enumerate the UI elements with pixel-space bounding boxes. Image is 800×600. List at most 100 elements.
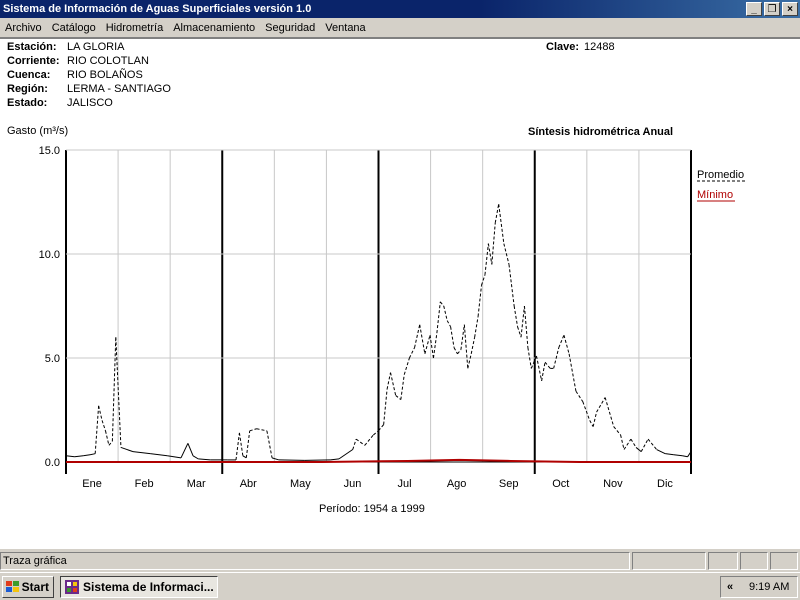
series-promedio-segment xyxy=(408,347,416,359)
series-promedio-segment xyxy=(266,430,273,458)
series-promedio-segment xyxy=(378,424,385,432)
y-tick-label: 5.0 xyxy=(45,353,60,365)
series-promedio-segment xyxy=(484,243,489,275)
series-promedio-segment xyxy=(457,349,462,355)
series-promedio-segment xyxy=(553,347,560,369)
menu-hidrometria[interactable]: Hidrometría xyxy=(105,22,164,34)
app-icon xyxy=(65,580,79,594)
series-promedio-segment xyxy=(432,332,438,359)
start-button[interactable]: Start xyxy=(2,576,54,598)
series-promedio-segment xyxy=(582,401,591,421)
x-tick-label: Sep xyxy=(499,478,519,490)
taskbar-app-button[interactable]: Sistema de Informaci... xyxy=(60,576,218,598)
start-label: Start xyxy=(21,580,49,594)
status-panel-2 xyxy=(632,552,706,570)
series-promedio-segment xyxy=(111,337,117,442)
series-promedio-segment xyxy=(443,305,448,321)
series-promedio-segment xyxy=(558,334,565,348)
chart-ylabel: Gasto (m³/s) xyxy=(7,125,69,137)
series-promedio-segment xyxy=(238,432,244,456)
series-promedio-segment xyxy=(400,374,405,400)
status-text: Traza gráfica xyxy=(0,552,630,570)
series-promedio-segment xyxy=(192,455,199,460)
legend-entry: Mínimo xyxy=(697,189,733,201)
series-promedio-segment xyxy=(517,326,522,338)
series-promedio-segment xyxy=(386,372,392,390)
series-minimo-line xyxy=(66,458,691,463)
series-promedio-segment xyxy=(242,455,247,459)
series-promedio-segment xyxy=(352,438,357,450)
series-promedio-segment xyxy=(120,446,134,453)
series-promedio-segment xyxy=(98,405,103,421)
series-promedio-segment xyxy=(523,305,529,348)
series-promedio-segment xyxy=(167,455,182,459)
cuenca-label: Cuenca: xyxy=(7,69,51,81)
series-promedio-segment xyxy=(105,430,110,446)
status-bar: Traza gráfica xyxy=(0,548,800,572)
series-promedio-segment xyxy=(513,305,519,327)
series-promedio-segment xyxy=(520,305,525,338)
menu-bar: Archivo Catálogo Hidrometría Almacenamie… xyxy=(0,18,800,38)
series-promedio-segment xyxy=(424,334,431,354)
series-promedio-segment xyxy=(487,243,493,265)
taskbar-app-label: Sistema de Informaci... xyxy=(83,580,214,594)
chart-title: Síntesis hidrométrica Anual xyxy=(528,126,674,138)
series-promedio-segment xyxy=(383,389,388,425)
series-promedio-segment xyxy=(541,362,546,381)
menu-ventana[interactable]: Ventana xyxy=(325,22,366,34)
window-title: Sistema de Información de Aguas Superfic… xyxy=(3,3,312,15)
minimize-button[interactable]: _ xyxy=(746,2,762,16)
main-content: Estación: LA GLORIA Corriente: RIO COLOT… xyxy=(0,38,800,548)
series-promedio-segment xyxy=(463,324,469,369)
tray-expand-icon[interactable]: « xyxy=(727,581,734,593)
series-promedio-segment xyxy=(470,337,476,354)
series-promedio-segment xyxy=(132,451,151,455)
series-promedio-segment xyxy=(623,438,632,450)
series-promedio-segment xyxy=(630,438,637,448)
series-promedio-segment xyxy=(74,455,84,458)
menu-catalogo[interactable]: Catálogo xyxy=(51,22,96,34)
window-title-bar[interactable]: Sistema de Información de Aguas Superfic… xyxy=(0,0,800,18)
series-promedio-segment xyxy=(535,355,543,381)
series-promedio-segment xyxy=(527,347,532,369)
x-tick-label: Ene xyxy=(82,478,102,490)
series-promedio-segment xyxy=(89,453,96,456)
series-promedio-segment xyxy=(491,222,496,265)
series-promedio-segment xyxy=(450,326,455,348)
maximize-button[interactable]: ❐ xyxy=(764,2,780,16)
series-promedio-segment xyxy=(568,353,577,392)
x-tick-label: Jul xyxy=(398,478,412,490)
menu-almacenamiento[interactable]: Almacenamiento xyxy=(173,22,256,34)
series-promedio-segment xyxy=(544,361,551,369)
series-promedio-segment xyxy=(390,372,397,396)
system-tray: « 9:19 AM xyxy=(720,576,798,598)
menu-archivo[interactable]: Archivo xyxy=(5,22,42,34)
chart-period: Período: 1954 a 1999 xyxy=(319,503,425,515)
series-promedio-segment xyxy=(563,334,570,354)
y-tick-label: 10.0 xyxy=(39,249,60,261)
x-tick-label: Dic xyxy=(657,478,673,490)
series-promedio-segment xyxy=(235,432,240,460)
series-promedio-segment xyxy=(474,316,479,338)
series-promedio-segment xyxy=(446,320,452,328)
x-tick-label: Feb xyxy=(135,478,154,490)
region-value: LERMA - SANTIAGO xyxy=(67,83,171,95)
region-label: Región: xyxy=(7,83,48,95)
series-promedio-segment xyxy=(364,434,374,446)
legend-entry: Promedio xyxy=(697,169,744,181)
series-promedio-segment xyxy=(498,204,505,244)
series-promedio-segment xyxy=(198,458,211,461)
series-promedio-segment xyxy=(592,411,598,427)
series-promedio-segment xyxy=(460,324,465,350)
series-promedio-segment xyxy=(101,420,106,431)
series-promedio-segment xyxy=(403,357,410,375)
close-button[interactable]: × xyxy=(782,2,798,16)
series-promedio-segment xyxy=(453,347,458,355)
x-tick-label: Abr xyxy=(240,478,257,490)
menu-seguridad[interactable]: Seguridad xyxy=(265,22,316,34)
series-promedio-segment xyxy=(613,426,621,436)
series-promedio-segment xyxy=(83,454,91,457)
series-promedio-segment xyxy=(65,455,75,458)
series-promedio-segment xyxy=(338,449,354,460)
series-promedio-segment xyxy=(249,428,257,432)
